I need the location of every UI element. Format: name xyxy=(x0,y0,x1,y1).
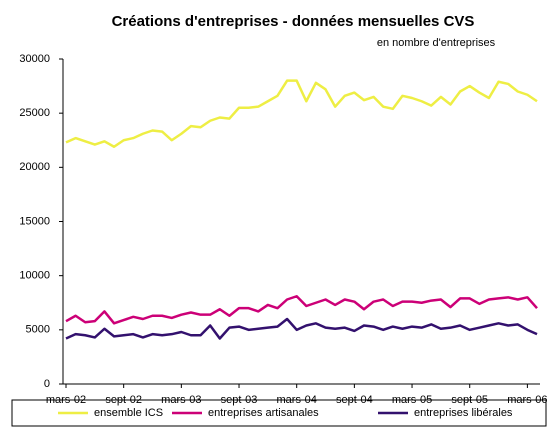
x-tick-label: sept-03 xyxy=(221,394,258,406)
series-line xyxy=(65,317,538,340)
x-tick-label: mars-04 xyxy=(277,394,317,406)
legend-label: ensemble ICS xyxy=(94,407,163,419)
y-tick-label: 10000 xyxy=(19,270,50,282)
legend-box xyxy=(11,399,547,427)
x-tick-label: mars-03 xyxy=(161,394,201,406)
chart-title: Créations d'entreprises - données mensue… xyxy=(112,13,475,30)
y-tick-label: 30000 xyxy=(19,53,50,65)
y-tick-label: 0 xyxy=(44,378,50,390)
y-tick-label: 25000 xyxy=(19,107,50,119)
x-tick-label: mars-06 xyxy=(507,394,547,406)
chart-subtitle: en nombre d'entreprises xyxy=(377,37,496,49)
series-line xyxy=(65,295,538,325)
x-tick-label: mars-02 xyxy=(46,394,86,406)
y-tick-label: 5000 xyxy=(26,324,50,336)
y-tick-label: 20000 xyxy=(19,161,50,173)
legend-label: entreprises libérales xyxy=(414,407,513,419)
legend-label: entreprises artisanales xyxy=(208,407,319,419)
x-tick-label: sept-02 xyxy=(105,394,142,406)
x-tick-label: mars-05 xyxy=(392,394,432,406)
series-line xyxy=(65,79,538,148)
x-tick-label: sept-05 xyxy=(451,394,488,406)
y-tick-label: 15000 xyxy=(19,215,50,227)
x-tick-label: sept-04 xyxy=(336,394,373,406)
